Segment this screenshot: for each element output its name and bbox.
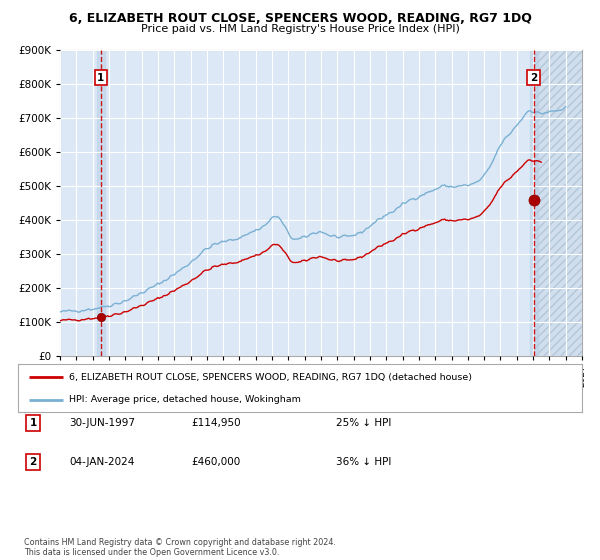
Text: 25% ↓ HPI: 25% ↓ HPI [336, 418, 391, 428]
Text: 04-JAN-2024: 04-JAN-2024 [70, 457, 134, 467]
Text: Price paid vs. HM Land Registry's House Price Index (HPI): Price paid vs. HM Land Registry's House … [140, 24, 460, 34]
Text: 36% ↓ HPI: 36% ↓ HPI [336, 457, 391, 467]
Bar [533, 50, 582, 356]
Text: 30-JUN-1997: 30-JUN-1997 [69, 418, 135, 428]
Text: £114,950: £114,950 [191, 418, 241, 428]
Bar [97, 50, 105, 356]
Text: £460,000: £460,000 [191, 457, 241, 467]
Text: 1: 1 [29, 418, 37, 428]
Bar [530, 50, 538, 356]
Text: Contains HM Land Registry data © Crown copyright and database right 2024.
This d: Contains HM Land Registry data © Crown c… [24, 538, 336, 557]
Text: 6, ELIZABETH ROUT CLOSE, SPENCERS WOOD, READING, RG7 1DQ: 6, ELIZABETH ROUT CLOSE, SPENCERS WOOD, … [68, 12, 532, 25]
Text: HPI: Average price, detached house, Wokingham: HPI: Average price, detached house, Woki… [69, 395, 301, 404]
Text: 6, ELIZABETH ROUT CLOSE, SPENCERS WOOD, READING, RG7 1DQ (detached house): 6, ELIZABETH ROUT CLOSE, SPENCERS WOOD, … [69, 373, 472, 382]
Text: 2: 2 [530, 73, 538, 82]
Text: 1: 1 [97, 73, 104, 82]
Text: 2: 2 [29, 457, 37, 467]
